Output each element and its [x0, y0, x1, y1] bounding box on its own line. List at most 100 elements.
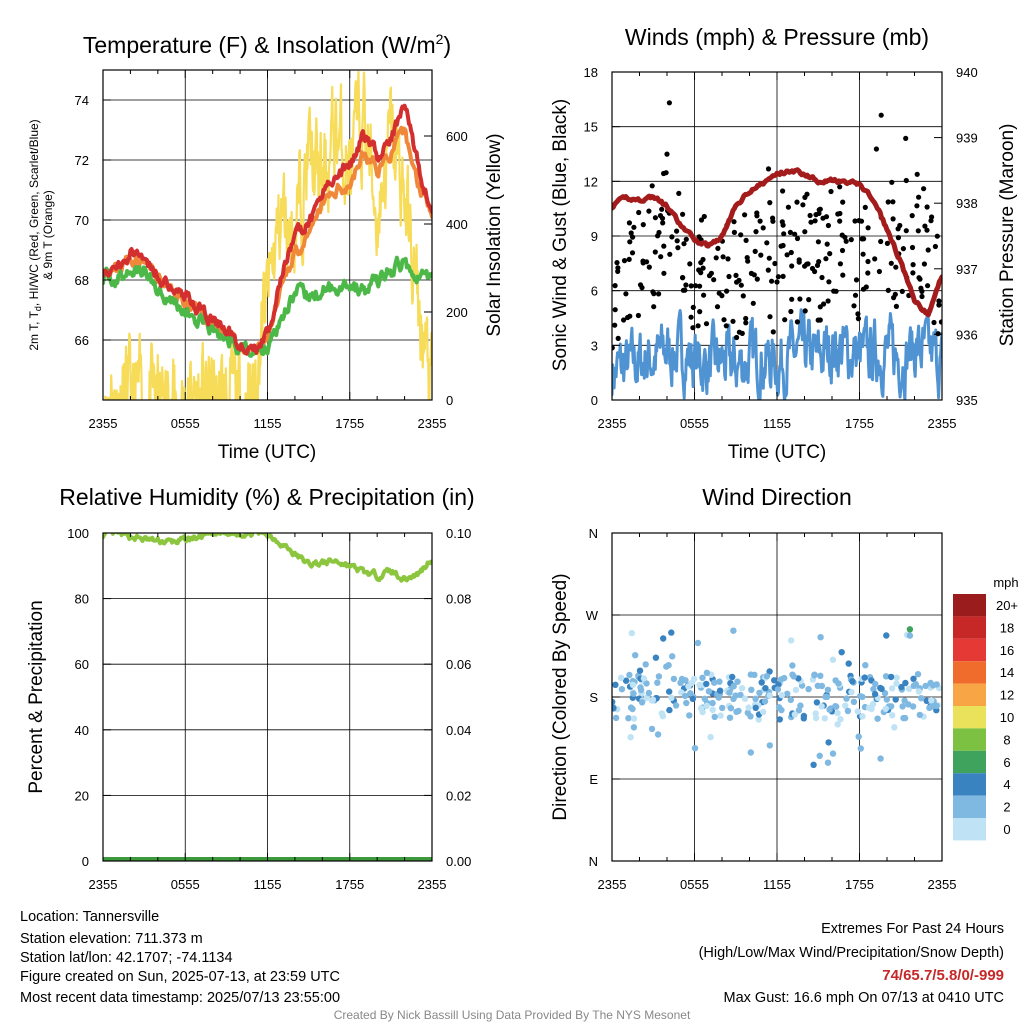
- y-tick-label: 0: [591, 393, 598, 408]
- direction-point: [630, 715, 638, 722]
- direction-point: [668, 694, 675, 701]
- direction-point: [617, 674, 625, 681]
- gust-point: [719, 293, 725, 299]
- x-tick-label: 0555: [680, 416, 709, 431]
- legend-label: 0: [1003, 822, 1010, 837]
- direction-point: [922, 682, 929, 690]
- gust-point: [918, 285, 924, 291]
- gust-point: [865, 258, 871, 265]
- gust-point: [780, 188, 786, 194]
- gust-point: [676, 190, 682, 196]
- gust-point: [636, 209, 642, 216]
- gust-point: [621, 317, 627, 323]
- gust-point: [628, 230, 634, 236]
- direction-point: [916, 711, 923, 719]
- legend-swatch: [953, 728, 986, 751]
- gust-point: [760, 225, 766, 231]
- gust-point: [740, 293, 746, 299]
- direction-point: [891, 724, 898, 731]
- gust-point: [720, 254, 726, 260]
- gust-point: [936, 302, 942, 308]
- gust-point: [788, 308, 794, 315]
- direction-point: [877, 755, 884, 762]
- gust-point: [639, 285, 645, 291]
- sonic-wind-line: [612, 308, 942, 400]
- y-tick-label: S: [589, 690, 598, 705]
- direction-point: [756, 689, 763, 697]
- wind-direction-panel: Wind Direction 2355 0555 1155 1755 2355NESWN…: [550, 484, 1019, 892]
- gust-point: [615, 265, 621, 271]
- gust-point: [819, 274, 825, 281]
- direction-point: [918, 695, 925, 702]
- direction-point: [694, 639, 702, 647]
- gust-point: [629, 250, 636, 256]
- direction-point: [763, 673, 771, 680]
- direction-point: [805, 685, 812, 693]
- direction-point: [618, 686, 626, 693]
- gust-point: [885, 287, 891, 293]
- direction-point: [716, 687, 724, 694]
- direction-point: [645, 689, 653, 697]
- x-tick-label: 2355: [89, 416, 118, 431]
- gust-point: [688, 283, 694, 289]
- gust-point: [623, 291, 629, 297]
- gust-point: [667, 251, 673, 257]
- gust-point: [692, 283, 699, 289]
- direction-point: [898, 683, 905, 691]
- direction-point: [672, 702, 680, 709]
- direction-point: [797, 702, 804, 709]
- direction-point: [625, 715, 632, 722]
- direction-point: [906, 626, 914, 633]
- gust-point: [938, 319, 942, 325]
- humidity-gridlines: [103, 532, 432, 862]
- gust-point: [831, 288, 837, 294]
- gust-point: [825, 298, 831, 304]
- direction-point: [888, 685, 896, 692]
- gust-point: [916, 275, 922, 281]
- gust-point: [909, 244, 916, 251]
- gust-point: [855, 316, 862, 322]
- y-tick-label: 66: [75, 333, 89, 348]
- legend-swatch: [953, 638, 986, 662]
- y2-tick-label: 0.02: [446, 788, 471, 803]
- gust-point: [652, 215, 659, 221]
- gust-point: [734, 334, 740, 341]
- gust-point: [701, 292, 707, 298]
- gust-point: [861, 236, 867, 242]
- direction-point: [845, 660, 852, 667]
- y2-tick-label: 935: [956, 393, 978, 408]
- gust-point: [922, 223, 928, 229]
- temperature-axis-ticks: 2355 0555 1155 1755 2355 66 68 70 72 74 0 200 400 600: [75, 70, 468, 431]
- dewpoint-line: [103, 255, 432, 358]
- direction-point: [612, 704, 617, 712]
- legend-label: 12: [1000, 688, 1014, 703]
- direction-point: [716, 678, 723, 685]
- gust-point: [823, 256, 829, 262]
- direction-point: [899, 703, 906, 710]
- gust-point: [626, 256, 632, 262]
- direction-point: [817, 672, 824, 679]
- gust-point: [661, 270, 667, 276]
- gust-point: [843, 238, 849, 244]
- direction-point: [825, 739, 832, 746]
- gust-point: [876, 268, 883, 275]
- y-tick-label: N: [589, 526, 598, 541]
- gust-point: [658, 254, 664, 260]
- gust-point: [730, 318, 736, 324]
- direction-point: [741, 695, 749, 702]
- y2-tick-label: 0: [446, 393, 453, 408]
- legend-swatch: [953, 661, 986, 684]
- gust-point: [766, 255, 772, 261]
- gust-point: [725, 256, 731, 262]
- direction-point: [778, 706, 785, 714]
- gust-point: [852, 292, 859, 298]
- direction-point: [654, 731, 662, 738]
- gust-point: [785, 204, 792, 210]
- gust-point: [921, 261, 928, 267]
- direction-point: [755, 716, 762, 723]
- gust-point: [925, 247, 931, 253]
- y-tick-label: 12: [584, 174, 598, 189]
- gust-point: [784, 252, 790, 258]
- gust-point: [788, 249, 794, 256]
